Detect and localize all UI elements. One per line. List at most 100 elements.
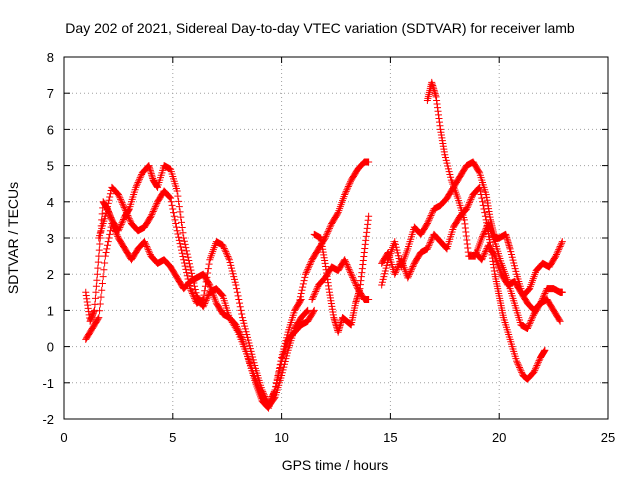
data-point [309,294,317,302]
data-point [424,218,432,226]
data-point [201,287,209,295]
data-point [104,238,112,246]
data-point [479,232,487,240]
data-point [481,209,489,217]
data-point [408,264,416,272]
data-point [137,172,145,180]
data-point [409,263,417,271]
data-point [479,253,487,261]
data-point [109,221,117,229]
data-point [296,296,304,304]
data-point [179,253,187,261]
data-point [481,249,489,257]
data-point [238,334,246,342]
data-point [173,227,181,235]
data-point [481,248,489,256]
data-point [426,213,434,221]
data-point [272,382,280,390]
data-point [117,222,125,230]
data-point [106,193,114,201]
series-track-c [82,220,305,412]
data-point [104,199,112,207]
data-point [407,266,415,274]
data-point [104,241,112,249]
data-point [167,198,175,206]
data-point [523,325,531,332]
data-point [303,267,311,275]
data-point [117,195,125,203]
y-tick-label: -2 [42,412,54,427]
data-point [235,296,243,304]
data-point [423,245,431,253]
data-point [479,231,487,239]
data-point [183,272,191,280]
data-point [478,234,486,242]
data-point [427,237,435,245]
data-point [233,285,241,293]
data-point [182,265,190,273]
data-point [533,362,541,370]
data-point [104,203,112,211]
data-point [423,220,431,228]
data-point [101,252,109,260]
data-point [273,379,281,387]
data-point [188,288,196,296]
data-point [188,290,196,298]
data-point [391,270,399,278]
y-tick-label: 4 [47,195,54,210]
data-point [200,291,208,299]
data-point [92,288,100,296]
data-point [349,275,357,283]
y-tick-label: -1 [42,376,54,391]
data-point [147,212,155,220]
data-point [344,264,352,272]
data-point [348,272,356,280]
data-point [341,191,349,199]
data-point [186,285,194,293]
data-point [93,276,101,284]
data-point [346,267,354,275]
data-point [122,207,130,215]
data-point [532,363,540,371]
data-point [187,286,195,294]
y-tick-label: 7 [47,86,54,101]
data-point [234,326,242,334]
data-point [555,244,563,252]
series-track-d [295,158,373,307]
data-point [466,197,474,205]
data-point [190,293,198,301]
data-point [325,226,333,234]
data-point [514,360,522,368]
data-point [94,315,102,323]
data-point [427,211,435,219]
data-point [558,238,566,246]
data-point [295,299,303,307]
y-tick-label: 5 [47,159,54,174]
data-point [524,323,532,331]
x-tick-label: 20 [492,430,506,445]
data-point [303,307,311,315]
data-point [333,210,341,218]
data-point [275,368,283,376]
y-tick-label: 0 [47,340,54,355]
data-point [275,364,283,372]
data-point [310,306,318,314]
data-point [220,244,228,252]
data-point [98,286,106,294]
data-point [468,194,476,202]
data-point [351,278,359,286]
data-point [405,271,413,279]
data-point [558,239,566,247]
data-point [182,244,190,252]
data-point [347,270,355,278]
data-point [478,256,486,264]
data-point [518,368,526,376]
data-point [95,252,103,260]
y-tick-labels: -2 -1 0 1 2 3 4 5 6 7 8 [42,50,54,427]
data-point [120,203,128,211]
data-point [325,224,333,232]
data-point [124,211,132,219]
data-point [151,204,159,212]
data-point [117,197,125,205]
